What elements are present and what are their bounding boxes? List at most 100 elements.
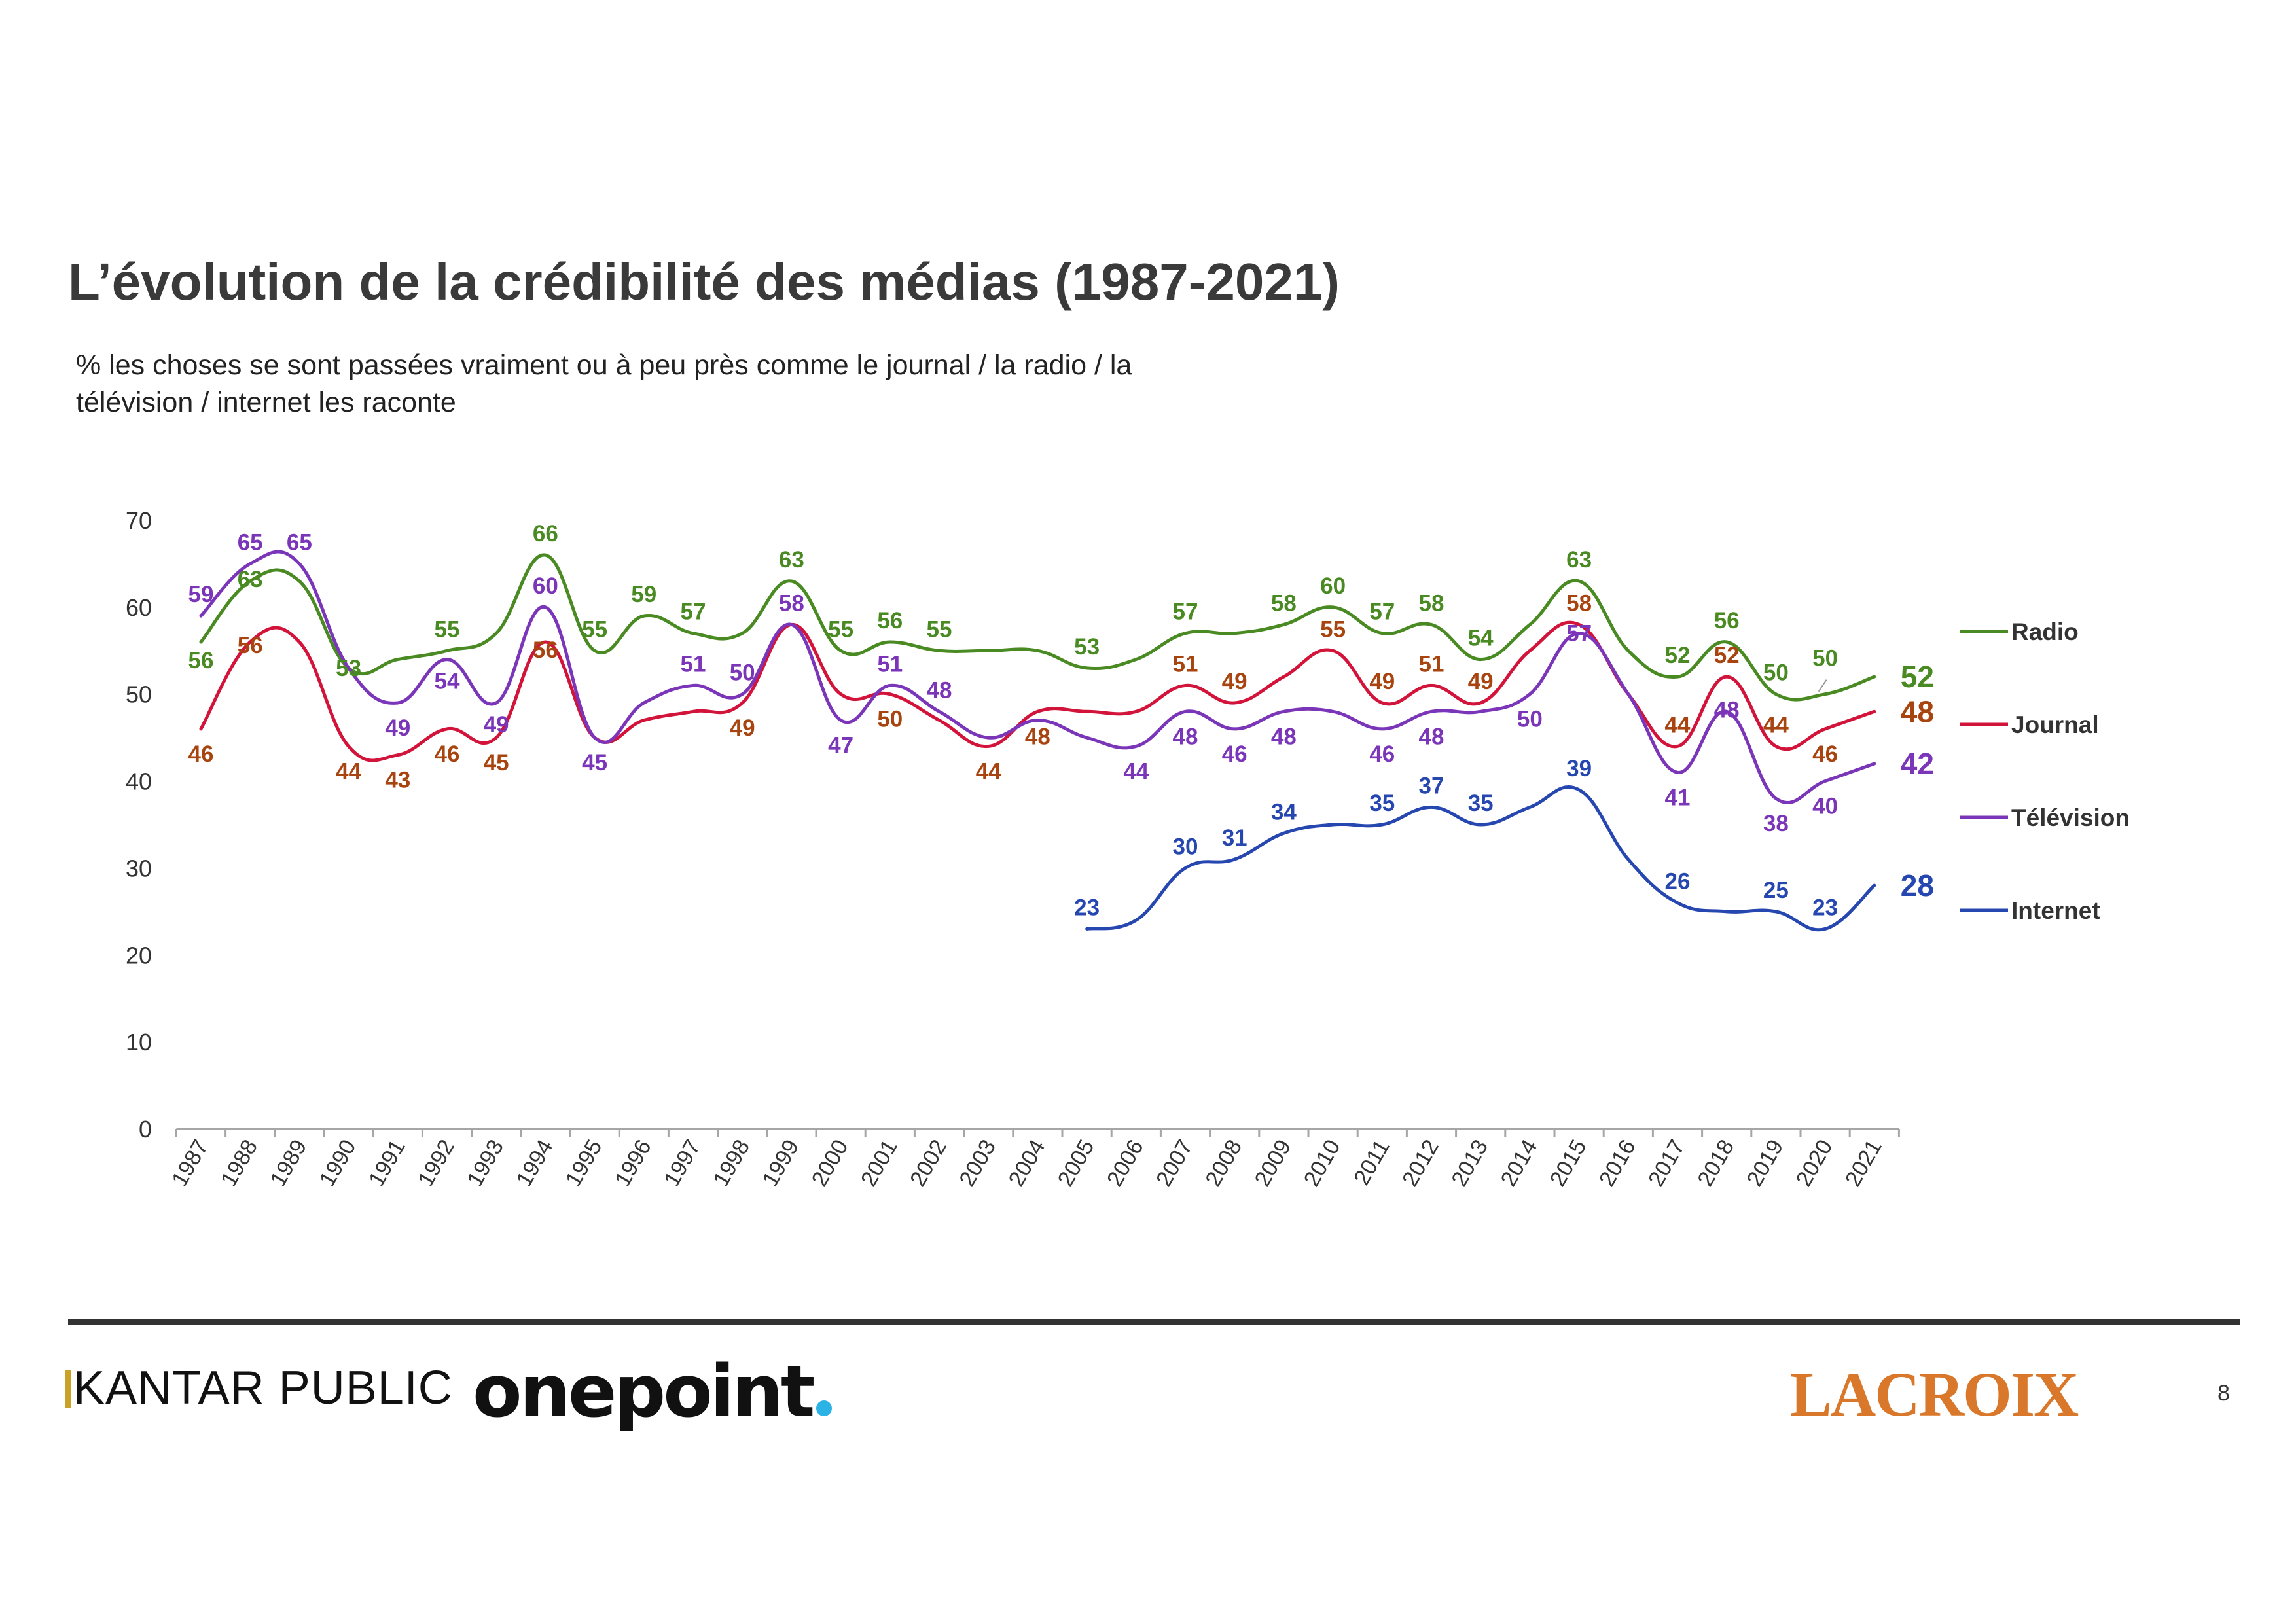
data-label-television: 47 [828, 733, 853, 758]
x-tick-label: 1995 [561, 1135, 607, 1191]
x-axis: 1987 1988 1989 1990 1991 1992 1993 1994 1995 1996… [167, 1128, 1900, 1191]
series-lines [199, 550, 1876, 932]
data-label-television: 50 [730, 660, 755, 686]
page-number: 8 [2217, 1381, 2230, 1406]
data-label-journal: 44 [976, 758, 1001, 784]
data-label-journal: 44 [1763, 712, 1789, 738]
data-label-television: 48 [927, 677, 952, 703]
onepoint-logo: onepoint [473, 1349, 833, 1433]
legend-label-television: Télévision [2011, 804, 2130, 831]
data-label-radio: 54 [1468, 626, 1494, 651]
x-tick-label: 1994 [512, 1135, 558, 1191]
x-tick-label: 2003 [954, 1135, 1001, 1191]
data-label-internet: 23 [1812, 895, 1838, 920]
credibility-line-chart: 0 10 20 30 40 50 60 70 1987 1988 1989 1990 1991 1992… [126, 507, 2130, 1191]
data-label-journal: 49 [1222, 669, 1247, 694]
data-label-radio: 57 [1173, 599, 1198, 625]
data-label-television: 48 [1419, 724, 1444, 749]
x-tick-label: 2004 [1004, 1135, 1050, 1191]
data-label-radio: 50 [1763, 660, 1789, 686]
x-tick-label: 1999 [758, 1135, 804, 1191]
x-tick-label: 2006 [1102, 1135, 1149, 1191]
data-labels: 56 63 53 55 66 55 59 57 63 55 56 55 53 57 58 60 57 58 54 63… [188, 521, 1934, 920]
data-label-television: 38 [1763, 811, 1789, 836]
data-label-television: 51 [877, 651, 903, 677]
data-label-television: 48 [1714, 697, 1740, 722]
data-label-journal: 46 [188, 741, 214, 767]
data-label-internet: 23 [1074, 895, 1100, 920]
data-label-television: 58 [779, 590, 804, 616]
data-label-television: 46 [1222, 741, 1247, 767]
data-label-internet: 34 [1271, 799, 1297, 825]
data-label-television: 48 [1271, 724, 1297, 749]
data-label-journal: 45 [484, 750, 509, 776]
x-tick-label: 2007 [1151, 1135, 1198, 1191]
data-label-journal: 58 [1566, 590, 1592, 616]
data-label-radio: 63 [779, 547, 804, 573]
la-croix-logo: LACROIX [1790, 1359, 2079, 1429]
x-tick-label: 2017 [1643, 1135, 1690, 1191]
x-tick-label: 2012 [1397, 1135, 1444, 1191]
data-label-journal: 43 [385, 768, 410, 793]
data-label-radio: 63 [1566, 547, 1592, 573]
data-label-journal: 55 [1320, 616, 1346, 642]
data-label-radio: 60 [1320, 573, 1346, 599]
x-tick-label: 1993 [462, 1135, 509, 1191]
y-tick-label: 60 [126, 594, 152, 621]
data-label-television: 57 [1566, 621, 1592, 647]
data-label-radio: 55 [927, 616, 952, 642]
x-tick-label: 2009 [1250, 1135, 1297, 1191]
data-label-journal: 46 [435, 741, 460, 767]
data-label-radio: 57 [681, 599, 706, 625]
data-label-television: 60 [533, 573, 558, 599]
x-tick-label: 1987 [167, 1135, 213, 1191]
end-label-internet: 28 [1901, 868, 1934, 902]
data-label-journal: 56 [533, 637, 558, 663]
data-label-television: 40 [1812, 794, 1838, 819]
y-tick-label: 0 [139, 1116, 152, 1143]
x-tick-label: 2014 [1496, 1135, 1543, 1191]
x-tick-label: 2002 [905, 1135, 952, 1191]
data-label-television: 59 [188, 582, 214, 607]
data-label-radio: 56 [877, 608, 903, 633]
x-tick-label: 2011 [1349, 1135, 1394, 1189]
data-label-internet: 26 [1665, 869, 1691, 895]
data-label-journal: 49 [1468, 669, 1494, 694]
data-label-journal: 50 [877, 707, 903, 732]
data-label-radio: 53 [1074, 634, 1100, 660]
data-label-internet: 30 [1173, 834, 1198, 859]
end-label-journal: 48 [1901, 694, 1934, 728]
data-label-television: 65 [287, 529, 312, 555]
x-tick-label: 2021 [1840, 1135, 1887, 1191]
x-tick-label: 2013 [1446, 1135, 1493, 1191]
data-label-radio: 58 [1271, 590, 1297, 616]
data-label-television: 51 [681, 651, 706, 677]
x-tick-label: 2001 [856, 1135, 903, 1191]
x-tick-label: 1988 [216, 1135, 262, 1191]
data-label-television: 46 [1369, 741, 1395, 767]
y-tick-label: 20 [126, 942, 152, 969]
x-tick-label: 1998 [708, 1135, 755, 1191]
end-label-television: 42 [1901, 747, 1934, 781]
data-label-internet: 25 [1763, 878, 1789, 903]
data-label-radio: 66 [533, 521, 558, 546]
data-label-radio: 52 [1665, 643, 1691, 668]
data-label-journal: 51 [1173, 651, 1198, 677]
chart-subtitle: % les choses se sont passées vraiment ou… [76, 349, 1132, 418]
data-label-radio: 63 [238, 567, 263, 592]
legend-label-radio: Radio [2011, 618, 2079, 645]
data-label-radio: 55 [435, 616, 460, 642]
end-label-radio: 52 [1901, 660, 1934, 694]
footer-divider [68, 1319, 2240, 1325]
data-label-television: 45 [582, 750, 607, 776]
data-label-television: 48 [1173, 724, 1198, 749]
x-tick-label: 1989 [266, 1135, 312, 1191]
data-label-journal: 51 [1419, 651, 1444, 677]
label-leader-line [1818, 679, 1827, 692]
data-label-television: 41 [1665, 785, 1691, 810]
data-label-journal: 49 [730, 715, 755, 741]
x-tick-label: 2010 [1299, 1135, 1346, 1191]
data-label-radio: 56 [1714, 608, 1740, 633]
data-label-internet: 31 [1222, 825, 1247, 851]
kantar-bar-icon [65, 1370, 71, 1408]
